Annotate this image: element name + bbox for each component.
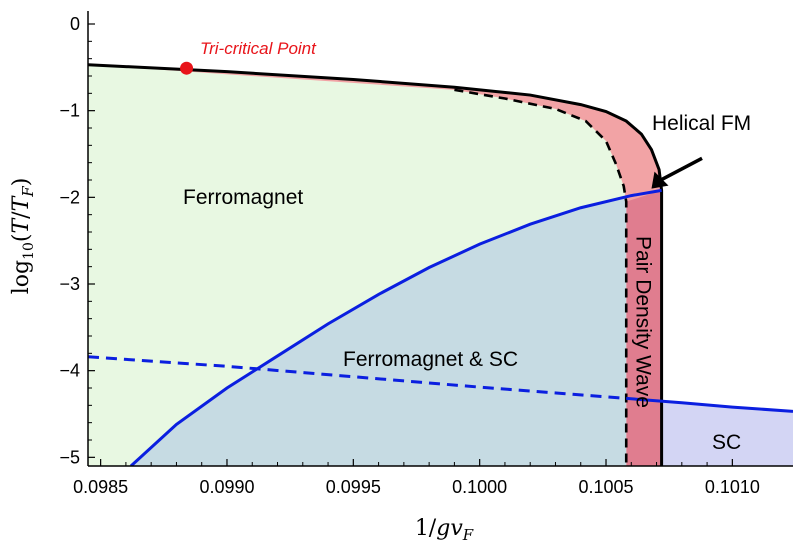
tricritical-point-label: Tri-critical Point — [200, 39, 317, 58]
y-tick-label: −1 — [59, 101, 80, 121]
y-axis-label: log10(T/TF) — [9, 178, 37, 295]
y-tick-label: −4 — [59, 361, 80, 381]
phase-boundaries — [88, 63, 793, 466]
x-tick-label: 0.0985 — [73, 477, 128, 497]
y-tick-label: −2 — [59, 187, 80, 207]
region-label-ferromagnet: Ferromagnet — [183, 186, 303, 209]
sc-boundary-right-line — [626, 396, 793, 413]
x-tick-label: 0.1010 — [705, 477, 760, 497]
x-tick-label: 0.0990 — [199, 477, 254, 497]
outer-boundary-line — [88, 63, 664, 466]
tricritical-point-marker — [180, 61, 194, 75]
region-label-ferromagnet-sc: Ferromagnet & SC — [343, 348, 518, 371]
sc-boundary-line — [129, 188, 662, 466]
region-label-sc: SC — [712, 431, 741, 454]
region-pair-density-wave — [626, 190, 662, 466]
markers — [180, 61, 703, 189]
region-helical-fm — [88, 64, 662, 202]
x-tick-label: 0.0995 — [326, 477, 381, 497]
x-tick-label: 0.1005 — [578, 477, 633, 497]
x-tick-label: 0.1000 — [452, 477, 507, 497]
axis-ticks: 0.0985 0.0990 0.0995 0.1000 0.1005 0.1010 0 −1 −… — [59, 14, 759, 497]
inner-boundary-dashed-line — [454, 88, 628, 466]
region-sc — [661, 400, 793, 466]
region-label-pair-density-wave: Pair Density Wave — [631, 236, 654, 408]
y-tick-label: −3 — [59, 274, 80, 294]
sc-boundary-dashed-line — [88, 355, 627, 400]
helical-fm-arrow-head — [651, 171, 669, 189]
helical-fm-arrow-shaft — [658, 156, 703, 183]
plot-frame — [87, 11, 793, 467]
region-ferromagnet-sc — [130, 197, 627, 466]
region-label-helical-fm: Helical FM — [652, 112, 751, 135]
phase-regions — [88, 64, 793, 466]
y-tick-label: −5 — [59, 447, 80, 467]
x-axis-label: 1/gvF — [415, 516, 474, 544]
y-tick-label: 0 — [70, 14, 80, 34]
